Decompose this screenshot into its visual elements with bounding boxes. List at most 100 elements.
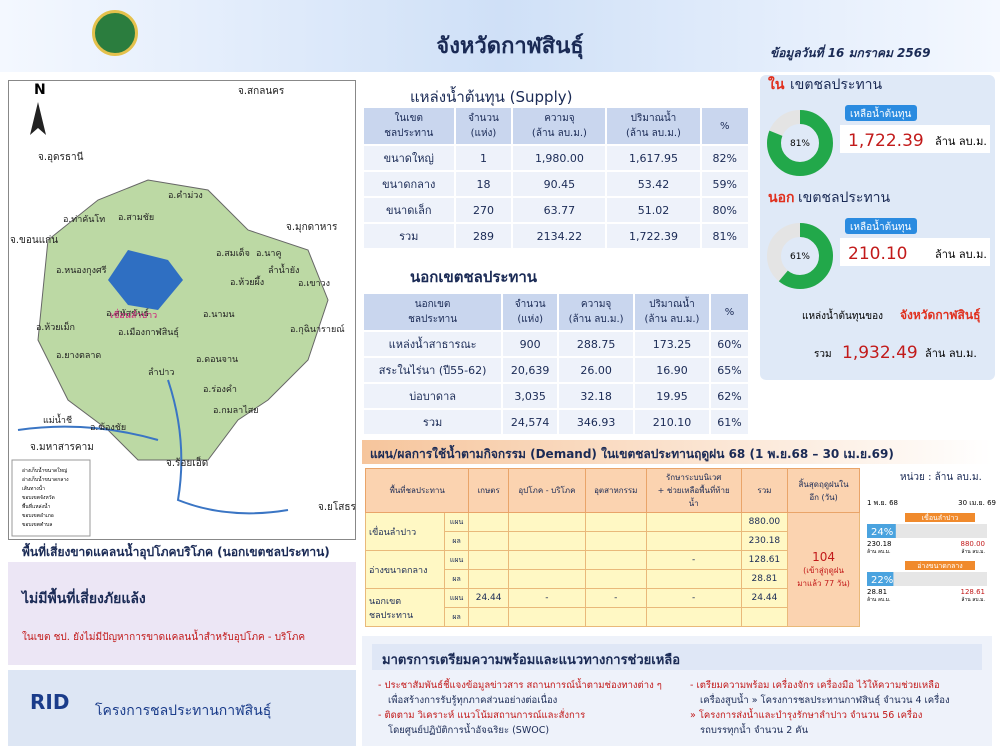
cell <box>584 569 647 589</box>
footer-name: โครงการชลประทานกาฬสินธุ์ <box>95 703 272 719</box>
unit: ล้าน ลบ.ม. <box>867 596 891 603</box>
bar-label: 22% <box>871 575 893 586</box>
row: ขนาดเล็ก 270 63.77 51.02 80% <box>362 196 750 224</box>
amount: 1,722.39 <box>848 131 924 151</box>
map-label: อ.นาคู <box>256 249 282 259</box>
caption: เหลือน้ำต้นทุน <box>850 106 912 120</box>
header-row: พื้นที่ชลประทาน เกษตร อุปโภค - บริโภค อุตสา… <box>364 468 860 513</box>
panel-title-a: ใน <box>768 75 785 93</box>
area-cell: เขื่อนลำปาว <box>365 512 445 551</box>
total-amount: 1,932.49 <box>842 343 918 363</box>
measure-line: - เตรียมความพร้อม เครื่องจักร เครื่องมือ… <box>690 680 940 691</box>
measure-line: - ติดตาม วิเคราะห์ แนวโน้มสถานการณ์และสั… <box>378 710 586 721</box>
unit: ล้าน ลบ.ม. <box>935 135 987 148</box>
area-cell: นอกเขต ชลประทาน <box>365 588 445 627</box>
legend-box <box>11 459 91 537</box>
header-cell: นอกเขต ชลประทาน <box>361 292 504 332</box>
unit: ล้าน ลบ.ม. <box>935 248 987 261</box>
table: ในเขต ชลประทาน จำนวน (แห่ง) ความจุ (ล้าน ล… <box>362 106 750 250</box>
measure-line: เครื่องสูบน้ำ » โครงการชลประทานกาฬสินธุ์… <box>700 695 950 706</box>
province <box>37 179 329 461</box>
north-arrow <box>30 102 46 135</box>
cell: 26.00 <box>557 356 636 384</box>
header-cell: ปริมาณน้ำ (ล้าน ลบ.ม.) <box>605 106 702 146</box>
cell: 1 <box>453 144 514 172</box>
supply-table: ในเขต ชลประทาน จำนวน (แห่ง) ความจุ (ล้าน ล… <box>362 106 750 250</box>
cell: 18 <box>453 170 514 198</box>
used: 230.18 <box>867 540 892 548</box>
map-label: อ.สมเด็จ <box>216 246 250 259</box>
cell <box>645 512 742 532</box>
cell: รวม <box>362 222 456 250</box>
caption-bg <box>845 105 917 121</box>
bar-label: 24% <box>871 527 893 538</box>
header-cell: รักษาระบบนิเวศ + ช่วยเหลือพื้นที่ท้าย น้… <box>645 468 742 513</box>
map-label: อ.เมืองกาฬสินธุ์ <box>118 326 179 338</box>
cell <box>584 531 647 551</box>
row: แหล่งน้ำสาธารณะ 900 288.75 173.25 60% <box>361 330 751 358</box>
donut <box>767 110 833 176</box>
bar-track <box>867 572 987 586</box>
header-cell: พื้นที่ชลประทาน <box>364 468 470 513</box>
caption-bg <box>845 218 917 234</box>
row: ผล 230.18 <box>366 531 860 551</box>
panel-title-b: เขตชลประทาน <box>790 77 883 93</box>
cell: 1,980.00 <box>511 144 608 172</box>
map-label: อ.กมลาไสย <box>213 405 259 416</box>
map-label: อ.สามชัย <box>118 213 154 223</box>
legend-item: ขอบเขตอำเภอ <box>22 513 54 519</box>
legend-item: เส้นทางน้ำ <box>22 483 45 492</box>
cell: 51.02 <box>605 196 702 224</box>
bar <box>867 524 896 538</box>
header-cell: เกษตร <box>468 468 509 513</box>
measures-left: - ประชาสัมพันธ์ชี้แจงข้อมูลข่าวสาร สถานก… <box>378 678 678 738</box>
footer-logo: RID <box>30 690 70 714</box>
panel-title-a: นอก <box>768 190 794 206</box>
map-label: เขื่อนลำปาว <box>110 308 157 321</box>
demand-title: แผน/ผลการใช้น้ำตามกิจกรรม (Demand) ในเขต… <box>362 440 992 464</box>
map-label: อ.ฆ้องชัย <box>90 422 126 433</box>
header-cell: จำนวน (แห่ง) <box>501 292 560 332</box>
map-label: จ.ยโสธร <box>318 500 356 513</box>
start-label: 1 พ.ย. 68 <box>867 499 898 507</box>
header-cell: ความจุ (ล้าน ลบ.ม.) <box>511 106 608 146</box>
cell: 2134.22 <box>511 222 608 250</box>
item-name: อ่างขนาดกลาง <box>917 562 962 570</box>
row: สระในไร่นา (ปี55-62) 20,639 26.00 16.90 65% <box>361 356 751 384</box>
total-label: รวม <box>814 349 832 360</box>
header-cell: ปริมาณน้ำ (ล้าน ลบ.ม.) <box>633 292 711 332</box>
measure-line: โดยศูนย์ปฏิบัติการน้ำอัจฉริยะ (SWOC) <box>388 725 550 736</box>
cell: 80% <box>699 196 750 224</box>
cell: 880.00 <box>740 512 789 532</box>
map-label: จ.มหาสารคาม <box>30 442 94 453</box>
measure-line: - ประชาสัมพันธ์ชี้แจงข้อมูลข่าวสาร สถานก… <box>378 680 662 691</box>
risk-status: ไม่มีพื้นที่เสี่ยงภัยแล้ง <box>22 591 146 607</box>
legend-item: อ่างเก็บน้ำขนาดกลาง <box>22 474 69 483</box>
cell: - <box>645 588 742 608</box>
bar-track <box>867 524 987 538</box>
bar <box>867 572 894 586</box>
item-tag <box>905 513 975 522</box>
cell <box>584 550 647 570</box>
outside-table: นอกเขต ชลประทาน จำนวน (แห่ง) ความจุ (ล้าน … <box>361 292 751 436</box>
demand-table: พื้นที่ชลประทาน เกษตร อุปโภค - บริโภค อุตสา… <box>364 468 860 627</box>
plan: 128.61 <box>961 588 986 596</box>
amount-bg <box>840 238 990 266</box>
donut-label: 61% <box>790 252 810 262</box>
amount-bg <box>840 125 990 153</box>
cell: แผน <box>443 588 470 608</box>
measures-title: มาตรการเตรียมความพร้อมและแนวทางการช่วยเห… <box>372 644 982 670</box>
cell <box>507 512 586 532</box>
cell: ขนาดใหญ่ <box>362 144 456 172</box>
total-unit: ล้าน ลบ.ม. <box>925 347 977 360</box>
map-label: อ.คำม่วง <box>168 190 203 201</box>
cell: 128.61 <box>740 550 789 570</box>
row: อ่างขนาดกลาง แผน -128.61 <box>365 550 860 589</box>
legend-item: ขอบเขตจังหวัด <box>22 495 55 501</box>
cell: ผล <box>443 569 470 589</box>
row: เขื่อนลำปาว แผน 880.00 104 (เข้าสู่ฤดูฝน มาแ… <box>365 512 860 627</box>
map-label: อ.หนองกุงศรี <box>56 265 107 276</box>
measure-line: » โครงการส่งน้ำและบำรุงรักษาลำปาว จำนวน … <box>690 710 923 721</box>
cell <box>468 569 509 589</box>
